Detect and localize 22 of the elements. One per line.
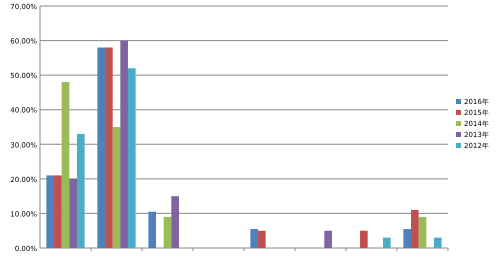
bar <box>164 216 172 248</box>
bar <box>46 175 54 248</box>
bar <box>97 47 106 248</box>
bar <box>360 230 368 248</box>
bar <box>250 228 258 248</box>
bar <box>69 178 77 248</box>
bar <box>382 238 391 248</box>
bar <box>128 68 136 248</box>
bar <box>418 216 426 248</box>
bar <box>171 196 179 248</box>
bar <box>411 210 419 248</box>
bar <box>120 40 128 248</box>
bar <box>62 82 70 248</box>
bar <box>258 230 266 248</box>
bar <box>76 134 85 248</box>
bar <box>434 238 442 248</box>
bar <box>105 47 113 248</box>
bar <box>54 175 62 248</box>
bar <box>324 230 332 248</box>
bar <box>112 127 120 248</box>
bar <box>403 228 412 248</box>
bar <box>148 212 156 248</box>
